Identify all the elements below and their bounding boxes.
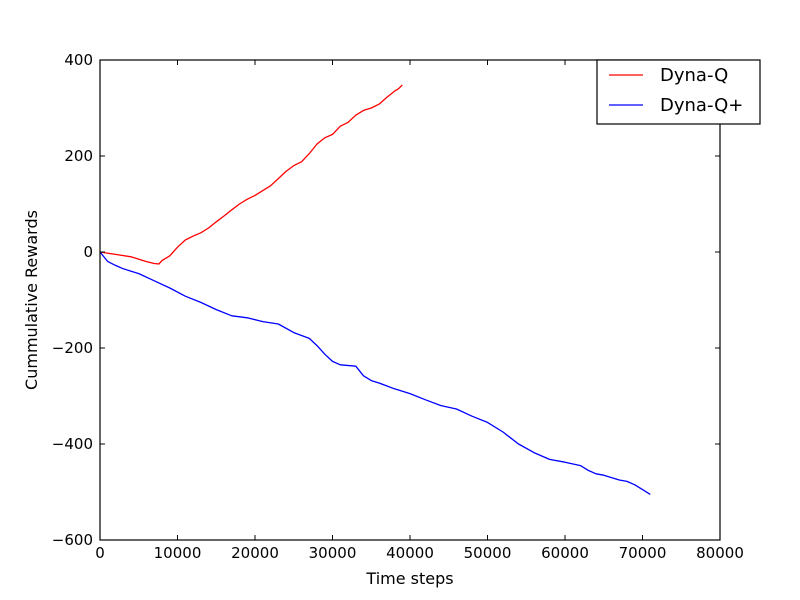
y-tick-label: −400 bbox=[52, 435, 93, 453]
x-tick-label: 0 bbox=[95, 544, 105, 562]
y-tick-label: 400 bbox=[64, 51, 93, 69]
series-line-dyna-q-plus bbox=[99, 251, 651, 495]
x-tick-label: 80000 bbox=[696, 544, 744, 562]
y-tick-label: −200 bbox=[52, 339, 93, 357]
x-tick-label: 20000 bbox=[231, 544, 279, 562]
legend-box bbox=[596, 59, 761, 125]
x-axis-label: Time steps bbox=[365, 569, 453, 588]
x-tick-label: 70000 bbox=[619, 544, 667, 562]
legend: Dyna-Q Dyna-Q+ bbox=[596, 59, 761, 125]
tick-layer: 0 10000 20000 30000 40000 50000 60000 70000 8000… bbox=[52, 51, 744, 562]
x-tick-label: 40000 bbox=[386, 544, 434, 562]
y-tick-label: 200 bbox=[64, 147, 93, 165]
x-tick-label: 50000 bbox=[464, 544, 512, 562]
legend-label-dyna-q-plus: Dyna-Q+ bbox=[660, 95, 743, 116]
series-layer bbox=[99, 84, 651, 495]
y-axis-label: Cummulative Rewards bbox=[22, 210, 41, 390]
plot-frame bbox=[99, 59, 721, 541]
x-tick-label: 30000 bbox=[309, 544, 357, 562]
x-tick-label: 10000 bbox=[154, 544, 202, 562]
series-line-dyna-q bbox=[99, 84, 403, 265]
x-tick-label: 60000 bbox=[541, 544, 589, 562]
y-tick-label: −600 bbox=[52, 531, 93, 549]
y-tick-label: 0 bbox=[83, 243, 93, 261]
legend-label-dyna-q: Dyna-Q bbox=[660, 65, 728, 86]
